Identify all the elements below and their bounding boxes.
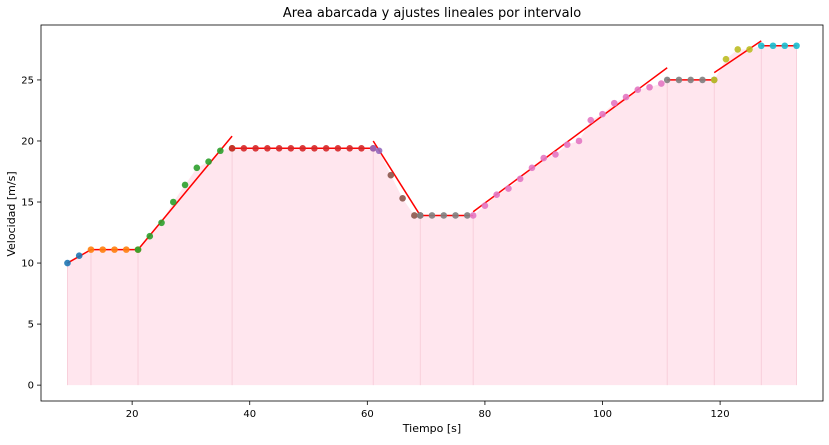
data-point (346, 144, 353, 152)
data-point (111, 246, 118, 253)
y-tick-label: 10 (21, 259, 34, 270)
y-tick-label: 5 (28, 320, 34, 331)
data-point (387, 171, 395, 179)
data-point (264, 144, 271, 152)
data-point (699, 76, 706, 84)
data-point (658, 80, 665, 87)
data-point (528, 164, 536, 172)
data-point (481, 202, 489, 209)
data-point (687, 76, 695, 84)
data-point (428, 212, 436, 219)
data-point (663, 76, 671, 84)
data-point (169, 198, 177, 206)
data-point (575, 137, 583, 145)
data-point (734, 46, 742, 53)
data-point (322, 144, 330, 152)
data-point (369, 144, 377, 152)
y-axis-label: Velocidad [m/s] (5, 171, 18, 256)
data-point (399, 195, 406, 202)
fit-line (137, 135, 233, 251)
data-point (411, 212, 418, 219)
data-point (287, 144, 295, 152)
chart-title: Area abarcada y ajustes lineales por int… (283, 6, 581, 21)
data-point (540, 154, 548, 162)
x-tick-label: 20 (126, 409, 139, 420)
data-point (358, 144, 365, 152)
data-point (634, 86, 642, 94)
data-point (122, 246, 130, 253)
y-tick-label: 15 (21, 198, 34, 209)
x-axis-ticks: 20 40 60 80 100 120 (126, 401, 730, 420)
data-point (375, 147, 383, 155)
data-point (599, 110, 606, 118)
data-point (99, 246, 107, 253)
data-point (134, 246, 142, 253)
data-point (516, 175, 524, 183)
data-point (722, 55, 730, 63)
data-point (793, 42, 800, 50)
data-point (416, 212, 424, 219)
data-point (493, 191, 500, 198)
data-point (252, 144, 259, 152)
fit-line (713, 40, 762, 74)
plot-frame (40, 24, 824, 402)
data-point (563, 141, 571, 148)
data-point (452, 212, 459, 219)
x-tick-label: 40 (243, 409, 256, 420)
data-points (64, 42, 800, 267)
data-point (334, 144, 342, 152)
data-point (622, 93, 630, 101)
data-point (193, 164, 201, 172)
data-point (505, 185, 512, 192)
data-point (311, 144, 318, 152)
x-axis-label: Tiempo [s] (402, 422, 461, 435)
data-point (610, 99, 618, 107)
data-point (87, 246, 95, 253)
data-point (769, 42, 777, 50)
data-point (240, 144, 248, 152)
data-point (757, 42, 765, 50)
data-point (64, 259, 71, 267)
data-point (675, 76, 683, 84)
x-tick-label: 120 (711, 409, 730, 420)
data-point (146, 232, 154, 240)
data-point (646, 83, 653, 91)
x-tick-label: 60 (361, 409, 374, 420)
y-tick-label: 20 (21, 136, 34, 147)
data-point (75, 252, 83, 260)
data-point (228, 144, 236, 152)
data-point (746, 46, 753, 53)
data-point (552, 151, 559, 158)
y-tick-label: 0 (28, 381, 34, 392)
data-point (158, 219, 165, 227)
data-point (587, 116, 595, 124)
data-point (463, 212, 471, 219)
y-axis-ticks: 0 5 10 15 20 25 (21, 75, 41, 392)
data-point (710, 76, 718, 84)
x-tick-label: 100 (593, 409, 612, 420)
data-point (181, 181, 189, 189)
x-tick-label: 80 (479, 409, 492, 420)
data-point (205, 158, 212, 166)
data-point (781, 42, 789, 50)
data-point (469, 212, 477, 219)
data-point (275, 144, 283, 152)
data-point (440, 212, 448, 219)
data-point (299, 144, 306, 152)
y-tick-label: 25 (21, 75, 34, 86)
data-point (217, 147, 224, 155)
